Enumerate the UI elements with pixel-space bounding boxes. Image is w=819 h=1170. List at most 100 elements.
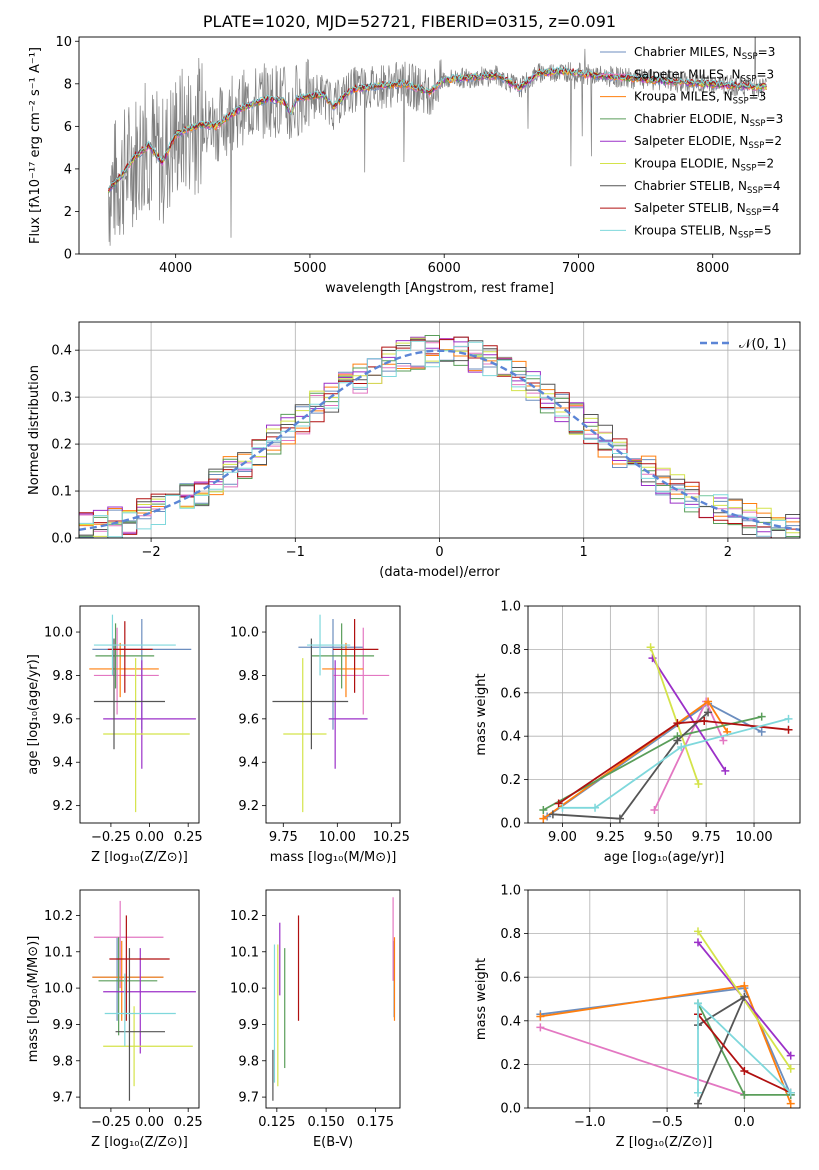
y-tick-label: 0.4 — [51, 344, 72, 359]
y-tick-label: 0.4 — [500, 1014, 521, 1029]
legend-label: Kroupa STELIB, NSSP=5 — [634, 223, 772, 240]
x-axis-label: E(B-V) — [313, 1135, 353, 1150]
series-line — [552, 711, 709, 820]
errorbar-point — [103, 948, 196, 1054]
y-tick-label: 9.4 — [52, 756, 73, 771]
y-tick-label: 9.8 — [52, 1054, 73, 1069]
errorbar-point — [307, 614, 351, 676]
x-tick-label: 9.25 — [596, 830, 625, 845]
legend-label: Salpeter ELODIE, NSSP=2 — [634, 134, 782, 151]
y-tick-label: 10.1 — [230, 945, 259, 960]
y-tick-label: 0.6 — [500, 686, 521, 701]
y-tick-label: 0.8 — [500, 643, 521, 658]
legend-label: Kroupa ELODIE, NSSP=2 — [634, 157, 774, 174]
series-line — [558, 720, 789, 805]
errorbar-point — [107, 621, 153, 693]
x-tick-label: 9.50 — [644, 830, 673, 845]
series-marker — [646, 643, 655, 652]
x-tick-label: −1.0 — [574, 1115, 606, 1130]
x-tick-label: 10.25 — [373, 830, 410, 845]
x-tick-label: 8000 — [696, 261, 729, 276]
y-axis-label: mass weight — [474, 958, 489, 1040]
series-line — [540, 1026, 745, 1096]
y-tick-label: 1.0 — [500, 884, 521, 899]
series-line — [562, 717, 789, 809]
spectrum-legend: Chabrier MILES, NSSP=3 Salpeter MILES, NS… — [600, 45, 783, 240]
y-axis-label: mass weight — [474, 673, 489, 755]
x-axis-label: age [log₁₀(age/yr)] — [604, 850, 725, 865]
series-marker — [536, 1012, 545, 1021]
y-tick-label: 10.0 — [230, 982, 259, 997]
series-marker — [740, 1066, 749, 1075]
series-marker — [673, 736, 682, 745]
x-tick-label: 0.25 — [174, 830, 203, 845]
y-tick-label: 4 — [64, 162, 72, 177]
y-tick-label: 0.3 — [51, 391, 72, 406]
series-marker — [704, 708, 713, 717]
plot-area — [108, 37, 767, 246]
series-marker — [694, 938, 702, 947]
histogram-salpeter-stelib — [79, 336, 800, 538]
panel-mass-vs-ebv: 0.125 0.150 0.175 9.7 9.8 9.9 10.0 10.1 10.2 E(B-… — [230, 889, 401, 1150]
x-tick-label: 7000 — [562, 261, 595, 276]
series-marker — [757, 712, 766, 721]
x-tick-label: 9.75 — [269, 830, 298, 845]
y-tick-label: 9.6 — [52, 712, 73, 727]
series-marker — [548, 810, 557, 819]
y-tick-label: 1.0 — [500, 600, 521, 615]
errorbar-point — [104, 973, 176, 1047]
legend-label: Salpeter MILES, NSSP=3 — [634, 67, 774, 84]
legend-label: Kroupa MILES, NSSP=3 — [634, 90, 766, 107]
panel-spectrum: 4000 5000 6000 7000 8000 0 2 4 6 8 10 wavelength [A… — [28, 35, 801, 296]
panel-mass-weight-vs-z: −1.0 −0.5 0.0 0.0 0.2 0.4 0.6 0.8 1.0 Z [log₁₀(Z/… — [474, 884, 801, 1150]
plot-area — [272, 614, 390, 813]
panel-age-vs-z: −0.25 0.00 0.25 9.2 9.4 9.6 9.8 10.0 Z [log₁₀(Z/… — [26, 605, 203, 865]
x-tick-label: 9.75 — [692, 830, 721, 845]
y-tick-label: 10.0 — [230, 626, 259, 641]
y-tick-label: 0.2 — [500, 1058, 521, 1073]
x-tick-label: 0.175 — [357, 1115, 394, 1130]
series-marker — [786, 1051, 795, 1060]
x-tick-label: 0.150 — [307, 1115, 344, 1130]
y-tick-label: 10.1 — [44, 945, 73, 960]
x-tick-label: 1 — [580, 545, 588, 560]
series-marker — [694, 999, 702, 1008]
panel-residuals: −2 −1 0 1 2 0.0 0.1 0.2 0.3 0.4 (data-model)/error… — [27, 321, 801, 580]
errorbar-point — [93, 627, 159, 715]
x-axis-label: wavelength [Angstrom, rest frame] — [325, 281, 554, 296]
series-marker — [740, 1090, 749, 1099]
histogram-kroupa-stelib — [79, 340, 800, 538]
series-line — [649, 646, 700, 785]
y-tick-label: 0.6 — [500, 971, 521, 986]
y-tick-label: 0.0 — [51, 532, 72, 547]
errorbar-point — [103, 1006, 193, 1087]
series-marker — [784, 725, 793, 734]
series-marker — [704, 697, 713, 706]
y-tick-label: 9.7 — [238, 1091, 259, 1106]
panel-mass-weight-vs-age: 9.00 9.25 9.50 9.75 10.00 0.0 0.2 0.4 0.6 0.8 1.0 a… — [474, 600, 801, 865]
errorbar-point — [333, 619, 379, 693]
series-marker — [677, 743, 686, 752]
figure-title: PLATE=1020, MJD=52721, FIBERID=0315, z=0… — [202, 12, 617, 31]
plot-area — [92, 900, 196, 1101]
x-tick-label: 4000 — [159, 261, 192, 276]
series-marker — [786, 1064, 795, 1073]
axes-frame — [79, 605, 200, 824]
y-tick-label: 9.2 — [52, 799, 73, 814]
series-marker — [650, 805, 659, 814]
errorbar-point — [98, 937, 158, 1036]
y-tick-label: 0.0 — [500, 817, 521, 832]
y-tick-label: 8 — [64, 77, 72, 92]
x-tick-label: 6000 — [428, 261, 461, 276]
plot-area — [528, 606, 800, 823]
x-tick-label: 5000 — [293, 261, 326, 276]
model-spectrum-kroupa-stelib — [108, 66, 767, 189]
series-marker — [721, 766, 730, 775]
y-axis-label: Flux [fλ10⁻¹⁷ erg cm⁻² s⁻¹ A⁻¹] — [28, 47, 43, 244]
axes-frame — [79, 889, 200, 1109]
x-axis-label: (data-model)/error — [379, 565, 500, 580]
series-marker — [700, 717, 709, 726]
panel-age-vs-mass: 9.75 10.00 10.25 9.2 9.4 9.6 9.8 10.0 mass [log₁… — [230, 605, 410, 865]
y-tick-label: 0.0 — [500, 1102, 521, 1117]
x-tick-label: −0.25 — [91, 830, 131, 845]
